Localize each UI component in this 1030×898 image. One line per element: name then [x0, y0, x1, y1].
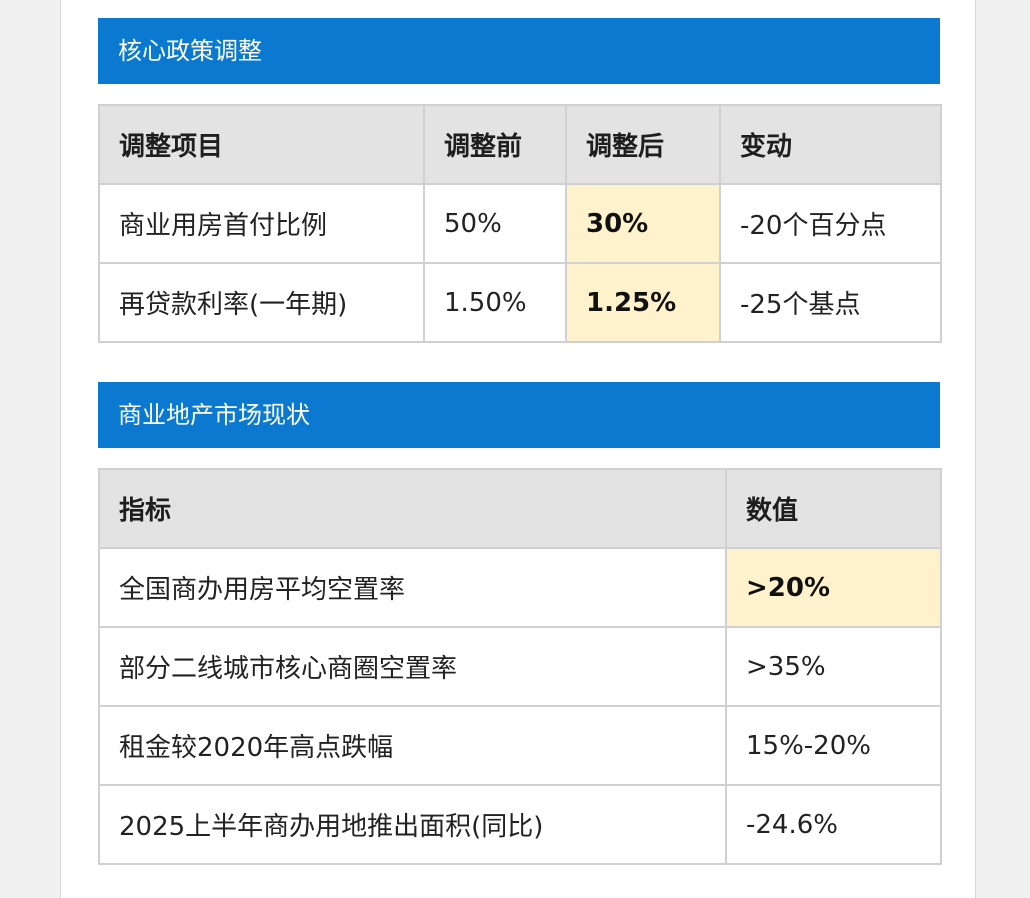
table-cell: -25个基点 [719, 262, 942, 343]
highlighted-cell: 1.25% [565, 262, 721, 343]
column-header-value: 数值 [725, 468, 942, 549]
table-cell: 全国商办用房平均空置率 [98, 547, 727, 628]
policy-section-header: 核心政策调整 [98, 18, 940, 84]
table-header-row: 调整项目 调整前 调整后 变动 [98, 104, 942, 185]
table-cell: 租金较2020年高点跌幅 [98, 705, 727, 786]
table-cell: 部分二线城市核心商圈空置率 [98, 626, 727, 707]
table-cell: >35% [725, 626, 942, 707]
column-header-after: 调整后 [565, 104, 721, 185]
table-header-row: 指标 数值 [98, 468, 942, 549]
table-row: 租金较2020年高点跌幅 15%-20% [98, 705, 942, 786]
table-row: 全国商办用房平均空置率 >20% [98, 547, 942, 628]
table-cell: 15%-20% [725, 705, 942, 786]
table-cell: 再贷款利率(一年期) [98, 262, 425, 343]
table-cell: 商业用房首付比例 [98, 183, 425, 264]
policy-section-title: 核心政策调整 [118, 37, 262, 65]
market-table: 指标 数值 全国商办用房平均空置率 >20% 部分二线城市核心商圈空置率 >35… [98, 468, 942, 865]
highlighted-cell: 30% [565, 183, 721, 264]
table-row: 再贷款利率(一年期) 1.50% 1.25% -25个基点 [98, 262, 942, 343]
highlighted-cell: >20% [725, 547, 942, 628]
page-content: 核心政策调整 调整项目 调整前 调整后 变动 商业用房首付比例 50% 30% … [60, 0, 976, 898]
column-header-change: 变动 [719, 104, 942, 185]
policy-table: 调整项目 调整前 调整后 变动 商业用房首付比例 50% 30% -20个百分点… [98, 104, 942, 343]
table-row: 部分二线城市核心商圈空置率 >35% [98, 626, 942, 707]
market-section-header: 商业地产市场现状 [98, 382, 940, 448]
table-row: 商业用房首付比例 50% 30% -20个百分点 [98, 183, 942, 264]
table-cell: -24.6% [725, 784, 942, 865]
table-cell: 50% [423, 183, 567, 264]
column-header-item: 调整项目 [98, 104, 425, 185]
column-header-before: 调整前 [423, 104, 567, 185]
table-cell: -20个百分点 [719, 183, 942, 264]
column-header-indicator: 指标 [98, 468, 727, 549]
table-cell: 1.50% [423, 262, 567, 343]
table-row: 2025上半年商办用地推出面积(同比) -24.6% [98, 784, 942, 865]
table-cell: 2025上半年商办用地推出面积(同比) [98, 784, 727, 865]
market-section-title: 商业地产市场现状 [118, 401, 310, 429]
